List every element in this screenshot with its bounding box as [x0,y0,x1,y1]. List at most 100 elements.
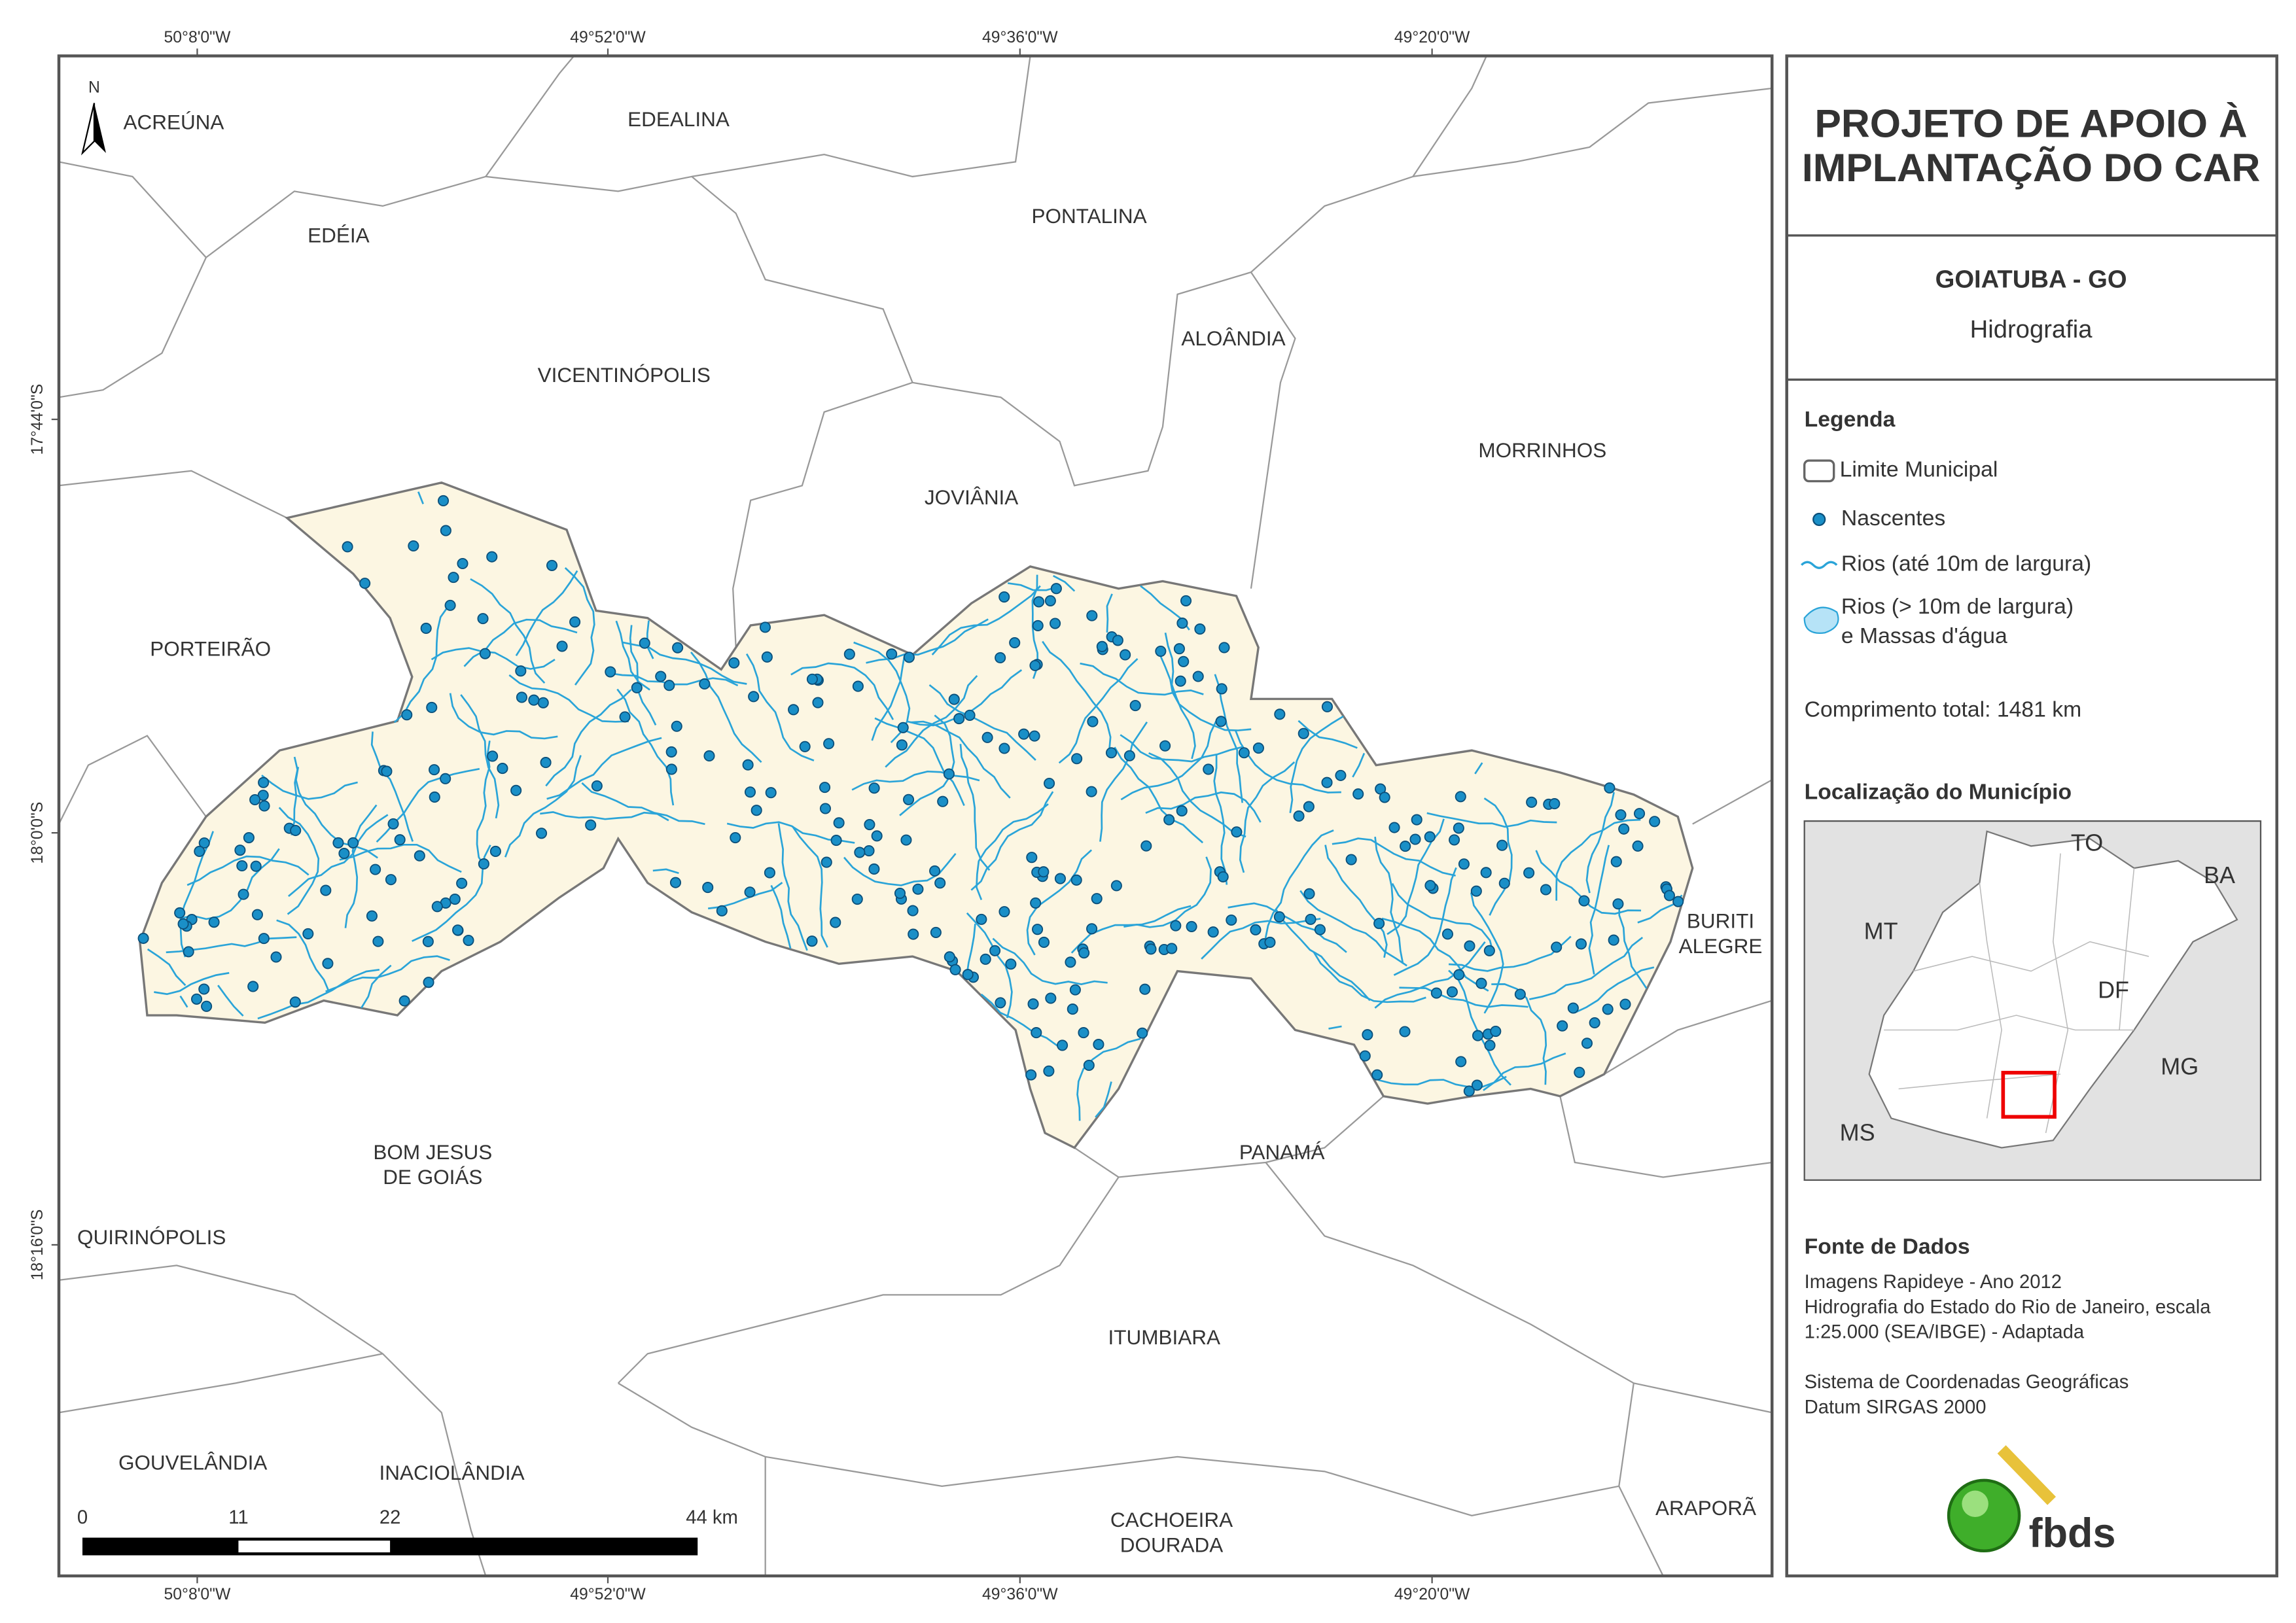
spring [1602,1003,1614,1015]
spring [1446,986,1458,998]
river [508,674,629,723]
municipality-label: PORTEIRÃO [150,637,271,661]
spring [1045,992,1057,1004]
spring [995,652,1006,663]
spring [1453,969,1465,981]
spring [1649,816,1661,828]
river [257,968,380,1020]
river [1448,969,1511,1086]
spring [1174,675,1186,687]
inset-label: DF [2098,977,2129,1003]
spring [1038,866,1050,878]
coordinate-label: 18°0'0"S [29,802,46,864]
spring [290,824,302,837]
municipality-label: CACHOEIRA [1110,1508,1233,1531]
spring [479,648,491,659]
spring [408,540,419,552]
spring [1581,1038,1593,1049]
boundary [618,1382,766,1577]
spring [1449,834,1460,846]
spring [1069,984,1081,996]
spring [1027,998,1039,1010]
spring [1455,791,1466,803]
spring [1215,716,1227,727]
river [449,693,558,740]
spring [338,848,350,860]
river [885,674,978,768]
spring [414,850,425,862]
river [790,662,894,720]
coordinate-label: 50°8'0"W [164,1586,231,1603]
spring [510,784,522,796]
river [325,955,450,992]
spring [1070,874,1082,886]
spring [359,578,371,589]
boundary [912,56,1487,487]
legend-spring-symbol [1812,512,1826,527]
spring [194,845,205,858]
spring [429,791,440,803]
river [370,731,414,842]
spring [1424,880,1436,892]
river [1123,856,1212,928]
spring [423,977,434,988]
inset-municipalities [1884,853,2149,1134]
river [261,775,358,800]
source-line: Imagens Rapideye - Ano 2012 [1805,1272,2062,1293]
north-arrow-right [94,103,106,153]
spring [385,874,397,886]
coordinate-label: 18°16'0"S [29,1210,46,1281]
boundary [1250,271,1296,589]
spring [631,682,643,693]
boundary [765,1456,1619,1516]
spring [1264,936,1276,949]
boundary [205,55,575,258]
municipality-label: ARAPORÃ [1655,1496,1756,1520]
spring [1091,893,1103,905]
river [1483,1053,1566,1091]
spring [1129,700,1141,712]
spring [948,693,960,705]
river [616,688,675,806]
spring [190,993,203,1005]
spring [452,924,464,936]
municipality-label: PANAMÁ [1239,1140,1325,1164]
river [874,717,965,807]
river [1352,752,1366,778]
source-line: Datum SIRGAS 2000 [1805,1397,1987,1418]
total-length: Comprimento total: 1481 km [1805,697,2082,722]
river [1239,761,1296,873]
spring [1192,671,1204,682]
spring [748,691,760,703]
spring [208,916,220,928]
spring [536,828,548,839]
title: PROJETO DE APOIO À [1814,101,2247,145]
spring [886,648,898,660]
scale-bar-segment [238,1541,391,1553]
spring [448,572,459,584]
municipality-label: MORRINHOS [1478,438,1606,462]
river [546,737,662,800]
spring [1140,840,1152,852]
location-title: Localização do Município [1805,779,2072,804]
river [1474,762,1483,775]
spring [1619,998,1631,1010]
river [564,567,595,686]
river [1145,791,1262,823]
municipality-label: EDÉIA [308,223,369,247]
spring [1612,898,1624,910]
spring [1078,1027,1089,1039]
spring [1399,1026,1411,1038]
spring [1663,890,1675,901]
spring [669,877,682,888]
spring [699,678,711,690]
source-line: Hidrografia do Estado do Rio de Janeiro,… [1805,1297,2212,1318]
spring [1026,852,1038,864]
coordinate-label: 49°20'0"W [1394,1586,1470,1603]
spring [1218,642,1230,654]
spring [1067,1003,1078,1015]
scale-label: 44 km [686,1507,738,1528]
north-label: N [88,79,100,96]
spring [639,637,650,649]
municipality-label: ALOÂNDIA [1181,326,1285,350]
